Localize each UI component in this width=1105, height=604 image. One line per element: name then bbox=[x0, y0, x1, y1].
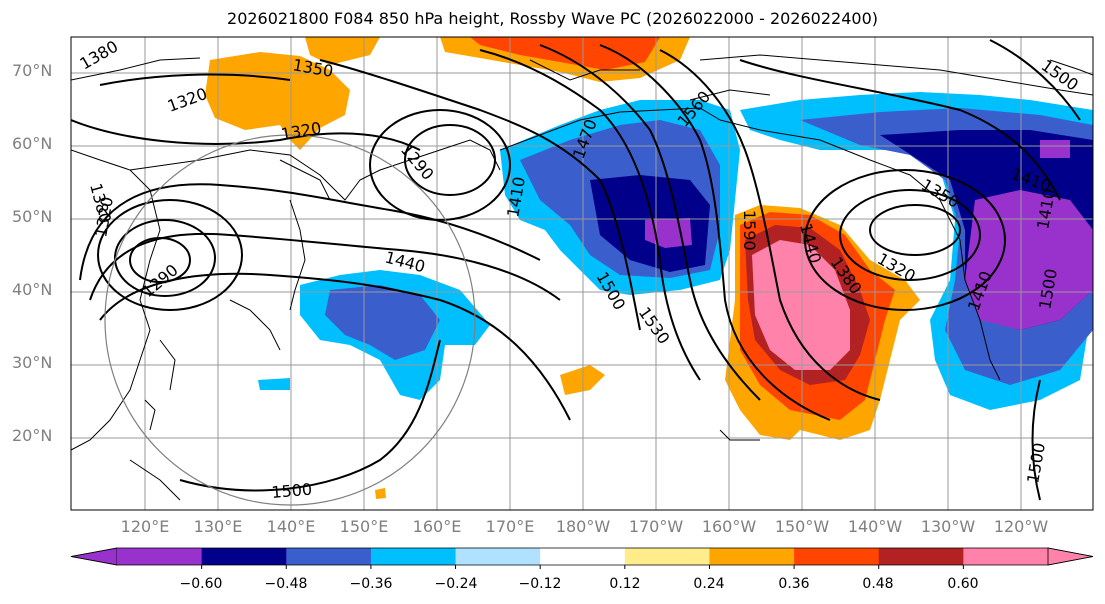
coastlines bbox=[71, 54, 1093, 501]
lon-label: 130°W bbox=[920, 517, 976, 536]
lon-label: 170°W bbox=[628, 517, 684, 536]
contour-label: 1500 bbox=[1023, 441, 1049, 484]
map-frame bbox=[70, 36, 1094, 511]
colorbar-tick-label: 0.36 bbox=[778, 576, 810, 592]
colorbar-swatch bbox=[963, 548, 1049, 565]
colorbar-swatch bbox=[286, 548, 372, 565]
lat-label: 60°N bbox=[12, 134, 53, 153]
colorbar-swatch bbox=[455, 548, 541, 565]
grid-lines bbox=[71, 37, 1093, 510]
lat-label: 20°N bbox=[12, 426, 53, 445]
colorbar bbox=[70, 547, 1094, 569]
shading-layer bbox=[205, 37, 1093, 499]
lon-label: 120°W bbox=[993, 517, 1049, 536]
positive-anomaly-nw bbox=[205, 52, 350, 150]
colorbar-swatch bbox=[794, 548, 880, 565]
colorbar-tick-label: 0.24 bbox=[693, 576, 725, 592]
lat-label: 30°N bbox=[12, 353, 53, 372]
lat-label: 70°N bbox=[12, 61, 53, 80]
contour-label: 1380 bbox=[77, 37, 122, 74]
colorbar-swatch bbox=[709, 548, 795, 565]
map-title: 2026021800 F084 850 hPa height, Rossby W… bbox=[227, 9, 878, 28]
colorbar-extend-low bbox=[70, 547, 118, 566]
colorbar-tick-label: −0.12 bbox=[518, 576, 562, 592]
colorbar-tick-label: −0.24 bbox=[434, 576, 478, 592]
colorbar-tick-label: −0.60 bbox=[179, 576, 223, 592]
contour-label: 1500 bbox=[271, 480, 313, 502]
colorbar-tick-label: 0.60 bbox=[947, 576, 979, 592]
lat-label: 50°N bbox=[12, 207, 53, 226]
colorbar-swatch bbox=[878, 548, 964, 565]
colorbar-swatch bbox=[201, 548, 287, 565]
colorbar-swatch bbox=[624, 548, 710, 565]
colorbar-tick-label: 0.12 bbox=[609, 576, 641, 592]
colorbar-swatch bbox=[540, 548, 626, 565]
lon-label: 170°E bbox=[485, 517, 535, 536]
colorbar-extend-high bbox=[1047, 547, 1094, 566]
contour-label: 1500 bbox=[1038, 56, 1082, 95]
contour-label: 1320 bbox=[165, 84, 210, 116]
colorbar-tick-label: −0.48 bbox=[264, 576, 308, 592]
lon-label: 120°E bbox=[120, 517, 170, 536]
lon-label: 130°E bbox=[193, 517, 243, 536]
lon-label: 160°W bbox=[701, 517, 757, 536]
colorbar-tick-label: −0.36 bbox=[349, 576, 393, 592]
lon-label: 140°W bbox=[847, 517, 903, 536]
lat-label: 40°N bbox=[12, 280, 53, 299]
lon-label: 160°E bbox=[412, 517, 462, 536]
contour-label: 1590 bbox=[740, 210, 759, 251]
reference-circle bbox=[104, 134, 476, 506]
colorbar-swatch bbox=[117, 548, 203, 565]
lon-label: 150°E bbox=[339, 517, 389, 536]
colorbar-swatch bbox=[370, 548, 457, 565]
lon-label: 140°E bbox=[266, 517, 316, 536]
contour-label: 1530 bbox=[635, 303, 674, 347]
lon-label: 150°W bbox=[774, 517, 830, 536]
colorbar-tick-label: 0.48 bbox=[862, 576, 894, 592]
colorbar-frame bbox=[70, 547, 1094, 566]
lon-label: 180°W bbox=[555, 517, 611, 536]
height-contours bbox=[71, 39, 1081, 501]
